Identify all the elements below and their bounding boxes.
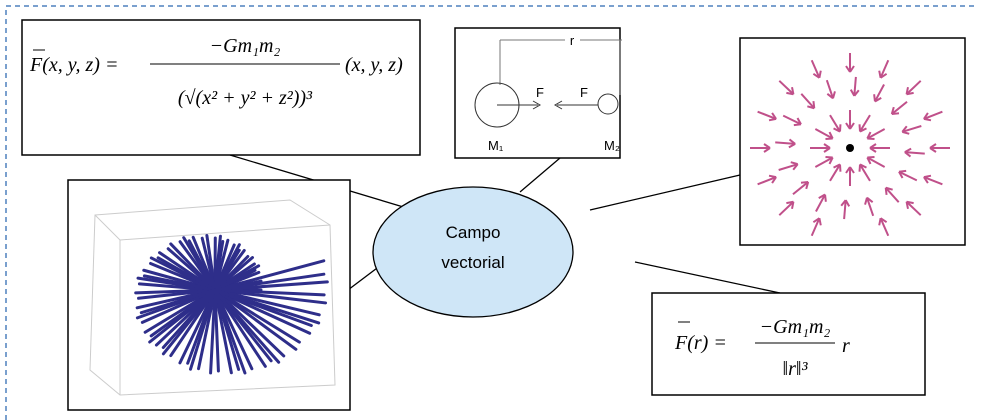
distance-label: r xyxy=(570,33,575,48)
arrow-line xyxy=(819,218,820,225)
arrow-line xyxy=(874,94,875,101)
arrow-line xyxy=(899,171,906,172)
arrow-line xyxy=(907,87,908,94)
arrow-line xyxy=(769,119,776,120)
field-source xyxy=(846,144,854,152)
arrow-line xyxy=(825,195,826,202)
formula-denominator: ‖r‖³ xyxy=(782,358,808,380)
formula-numerator: −Gm₁m₂ xyxy=(210,35,281,57)
arrow-line xyxy=(792,202,793,209)
mass-label: M₂ xyxy=(604,138,620,153)
center-node xyxy=(373,187,573,317)
formula-rhs: (x, y, z) xyxy=(345,54,403,76)
arrow-line xyxy=(907,202,914,203)
center-label: Campo xyxy=(446,223,501,242)
mass-label: M₁ xyxy=(488,138,504,153)
arrow-line xyxy=(924,176,931,177)
force-label: F xyxy=(536,85,544,100)
formula-numerator: −Gm₁m₂ xyxy=(760,316,831,338)
diagram: F(x, y, z) = −Gm₁m₂ (√(x² + y² + z²))³ (… xyxy=(0,0,981,420)
formula-rhs: r xyxy=(842,335,850,357)
arrow-line xyxy=(794,124,801,125)
arrow-line xyxy=(786,93,793,94)
center-label: vectorial xyxy=(441,253,504,272)
arrow-line xyxy=(879,71,880,78)
formula-denominator: (√(x² + y² + z²))³ xyxy=(178,87,313,109)
formula-lhs: F(r) = xyxy=(674,332,727,354)
force-label: F xyxy=(580,85,588,100)
formula-lhs: F(x, y, z) = xyxy=(29,54,118,76)
